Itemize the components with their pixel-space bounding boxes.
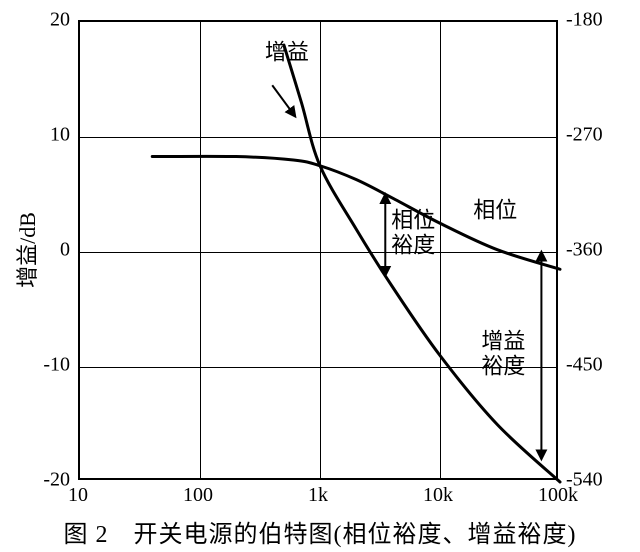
figure-caption: 图 2 开关电源的伯特图(相位裕度、增益裕度) (64, 514, 577, 549)
y-right-tick-label: -360 (566, 239, 603, 262)
y-left-tick-label: -20 (43, 469, 70, 492)
chart-svg (80, 22, 556, 478)
x-tick-label: 100 (183, 484, 213, 507)
x-tick-label: 10 (68, 484, 88, 507)
grid-v (200, 22, 201, 478)
x-tick-label: 1k (308, 484, 328, 507)
y-right-tick-label: -270 (566, 124, 603, 147)
grid-v (440, 22, 441, 478)
grid-h (80, 252, 556, 253)
y-left-tick-label: 10 (50, 124, 70, 147)
y-right-tick-label: -180 (566, 9, 603, 32)
phase-label: 相位 (473, 197, 517, 222)
gain-label-arrow (272, 85, 295, 116)
grid-v (320, 22, 321, 478)
y-left-tick-label: 20 (50, 9, 70, 32)
y-left-tick-label: -10 (43, 354, 70, 377)
plot-area (78, 20, 558, 480)
phase-margin-label: 相位裕度 (391, 208, 435, 259)
y-right-tick-label: -540 (566, 469, 603, 492)
gain-label: 增益 (265, 40, 309, 65)
y-axis-title: 增益/dB (10, 212, 42, 288)
bode-figure: 增益/dB 图 2 开关电源的伯特图(相位裕度、增益裕度) 101001k10k… (0, 0, 640, 552)
gain-margin-label: 增益裕度 (481, 328, 525, 379)
y-left-tick-label: 0 (60, 239, 70, 262)
y-right-tick-label: -450 (566, 354, 603, 377)
grid-h (80, 137, 556, 138)
x-tick-label: 10k (423, 484, 453, 507)
gain-curve (284, 45, 560, 482)
